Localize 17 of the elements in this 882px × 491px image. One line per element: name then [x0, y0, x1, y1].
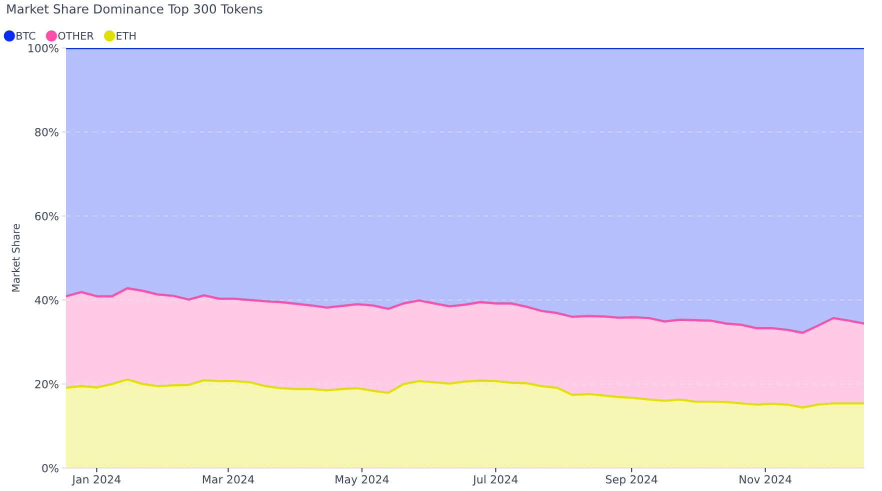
y-tick-label: 20% — [35, 380, 58, 388]
legend-label: OTHER — [58, 32, 94, 40]
x-tick-label: Jul 2024 — [472, 474, 518, 486]
x-tick-label: Mar 2024 — [202, 475, 254, 484]
y-tick-label: 100% — [28, 44, 58, 52]
legend-label: BTC — [16, 32, 36, 40]
x-tick-label: Nov 2024 — [740, 475, 792, 484]
x-tick-label: Sep 2024 — [606, 475, 658, 486]
y-tick-label: 60% — [35, 212, 58, 220]
y-axis-title: Market Share — [12, 224, 20, 292]
y-tick-label: 40% — [34, 296, 58, 304]
legend-label: ETH — [116, 32, 136, 40]
y-tick-label: 80% — [35, 128, 58, 136]
chart-title: Market Share Dominance Top 300 Tokens — [7, 4, 262, 16]
x-tick-label: May 2024 — [336, 475, 389, 486]
y-tick-label: 0% — [42, 464, 58, 472]
x-tick-label: Jan 2024 — [72, 475, 121, 486]
